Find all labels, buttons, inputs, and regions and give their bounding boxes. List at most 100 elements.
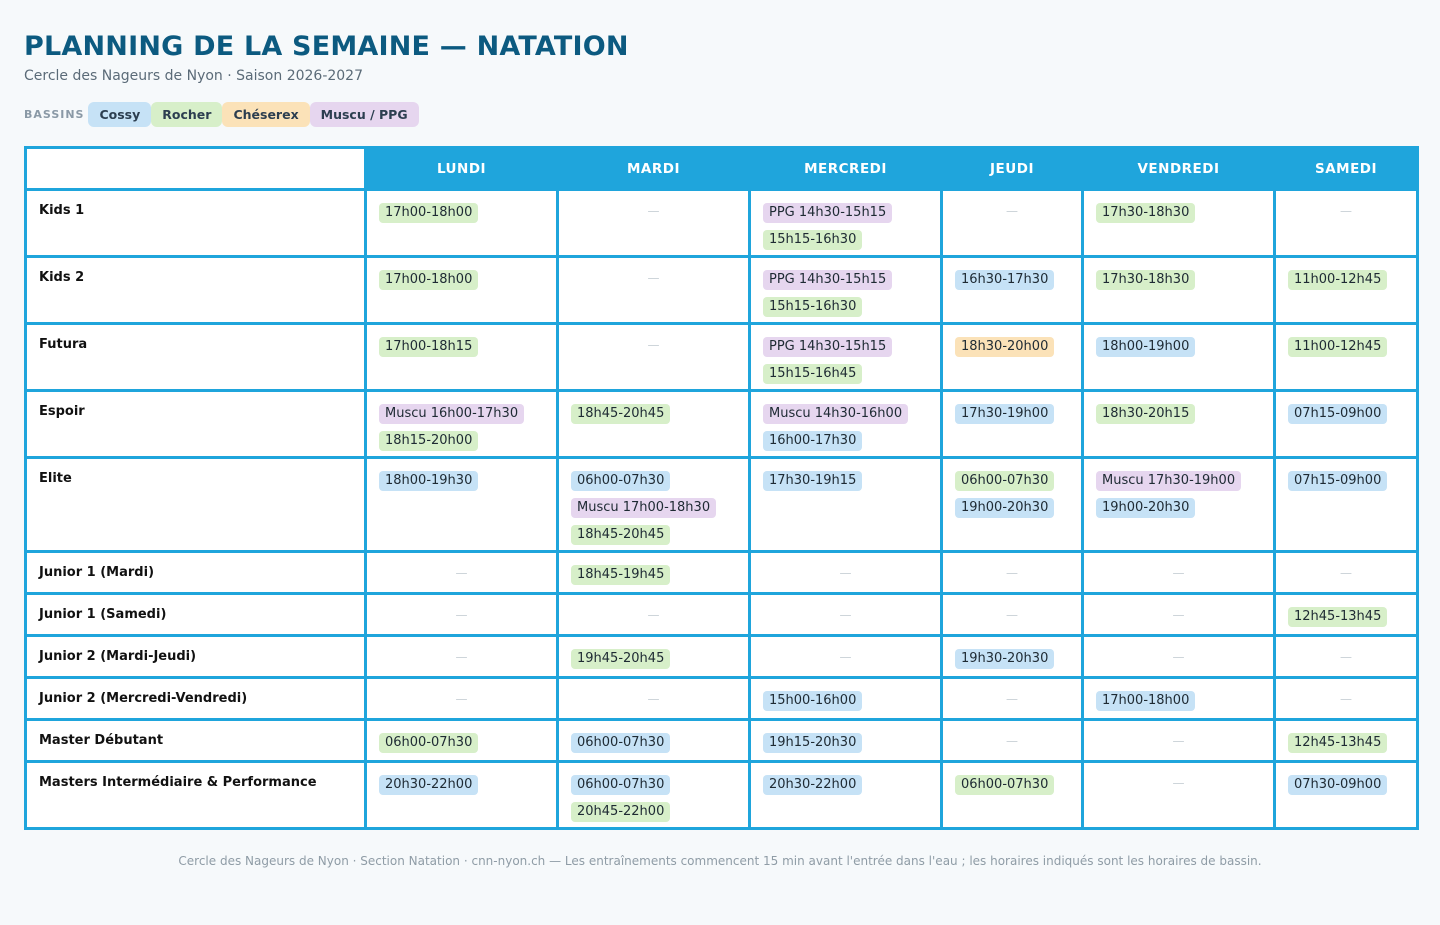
session-slot-muscu: PPG 14h30-15h15 (763, 337, 893, 357)
schedule-cell: Muscu 14h30-16h00 16h00-17h30 (748, 389, 943, 459)
schedule-cell: — (748, 592, 943, 637)
group-row: Elite 18h00-19h30 06h00-07h30 Muscu 17h00-1… (24, 456, 1419, 553)
schedule-cell: 06h00-07h30 (364, 718, 559, 763)
group-name: Espoir (39, 404, 85, 419)
session-slot-rocher: 11h00-12h45 (1288, 270, 1388, 290)
empty-slot: — (1340, 204, 1352, 218)
page-title: PLANNING DE LA SEMAINE — NATATION (24, 31, 629, 62)
group-name: Junior 1 (Mardi) (39, 565, 155, 580)
page-header: PLANNING DE LA SEMAINE — NATATION Cercle… (24, 30, 1416, 127)
schedule-cell: — (1081, 718, 1276, 763)
session-slot-rocher: 18h45-19h45 (571, 565, 671, 585)
schedule-cell: — (364, 592, 559, 637)
session-slot-muscu: Muscu 17h00-18h30 (571, 498, 717, 518)
session-slot-rocher: 15h15-16h30 (763, 230, 863, 250)
empty-slot: — (1340, 692, 1352, 706)
schedule-cell: — (1273, 634, 1419, 679)
group-name-cell: Junior 1 (Samedi) (24, 592, 367, 637)
session-slot-cossy: 20h30-22h00 (379, 775, 479, 795)
session-slot-muscu: PPG 14h30-15h15 (763, 270, 893, 290)
empty-slot: — (1006, 204, 1018, 218)
group-name-cell: Futura (24, 322, 367, 392)
schedule-cell: 15h00-16h00 (748, 676, 943, 721)
empty-slot: — (455, 566, 468, 580)
session-slot-rocher: 17h30-18h30 (1096, 203, 1196, 223)
schedule-cell: 06h00-07h30 Muscu 17h00-18h30 18h45-20h45 (556, 456, 751, 553)
session-slot-cossy: 16h00-17h30 (763, 431, 863, 451)
legend-chip-cheserex: Chéserex (222, 102, 310, 127)
session-slot-cossy: 19h00-20h30 (955, 498, 1055, 518)
schedule-cell: 17h30-19h15 (748, 456, 943, 553)
day-header-samedi: SAMEDI (1273, 146, 1419, 191)
group-row: Junior 2 (Mardi-Jeudi) — 19h45-20h45 — 19h30… (24, 634, 1419, 679)
group-row: Junior 2 (Mercredi-Vendredi) — — 15h00-16h0… (24, 676, 1419, 721)
schedule-cell: 17h00-18h15 (364, 322, 559, 392)
group-name-cell: Elite (24, 456, 367, 553)
session-slot-muscu: Muscu 17h30-19h00 (1096, 471, 1242, 491)
empty-slot: — (647, 692, 660, 706)
schedule-cell: 20h30-22h00 (748, 760, 943, 830)
group-name: Elite (39, 471, 72, 486)
session-slot-cossy: 18h00-19h30 (379, 471, 479, 491)
empty-slot: — (1006, 566, 1018, 580)
session-slot-rocher: 15h15-16h45 (763, 364, 863, 384)
group-name: Kids 2 (39, 270, 85, 285)
empty-slot: — (1172, 776, 1185, 790)
day-header-mercredi: MERCREDI (748, 146, 943, 191)
schedule-cell: 12h45-13h45 (1273, 718, 1419, 763)
session-slot-rocher: 17h00-18h00 (379, 270, 479, 290)
session-slot-rocher: 20h45-22h00 (571, 802, 671, 822)
empty-slot: — (647, 608, 660, 622)
schedule-cell: 18h45-20h45 (556, 389, 751, 459)
group-name: Junior 1 (Samedi) (39, 607, 167, 622)
session-slot-rocher: 11h00-12h45 (1288, 337, 1388, 357)
session-slot-rocher: 17h30-18h30 (1096, 270, 1196, 290)
schedule-cell: 20h30-22h00 (364, 760, 559, 830)
schedule-cell: 18h30-20h15 (1081, 389, 1276, 459)
schedule-cell: — (940, 718, 1084, 763)
session-slot-rocher: 18h15-20h00 (379, 431, 479, 451)
schedule-cell: 18h00-19h00 (1081, 322, 1276, 392)
schedule-cell: — (940, 676, 1084, 721)
schedule-cell: PPG 14h30-15h15 15h15-16h30 (748, 255, 943, 325)
schedule-cell: — (556, 188, 751, 258)
schedule-cell: 17h00-18h00 (364, 188, 559, 258)
session-slot-cossy: 07h30-09h00 (1288, 775, 1388, 795)
schedule-body: Kids 1 17h00-18h00 — PPG 14h30-15h15 15h15-1… (24, 188, 1419, 830)
session-slot-rocher: 15h15-16h30 (763, 297, 863, 317)
schedule-cell: — (1273, 550, 1419, 595)
schedule-cell: — (940, 592, 1084, 637)
group-name-cell: Junior 2 (Mardi-Jeudi) (24, 634, 367, 679)
group-row: Junior 1 (Samedi) — — — — — 12h45-13h45 (24, 592, 1419, 637)
schedule-cell: 06h00-07h30 20h45-22h00 (556, 760, 751, 830)
legend-chip-cossy: Cossy (88, 102, 152, 127)
header-corner (24, 146, 367, 191)
session-slot-rocher: 17h00-18h00 (379, 203, 479, 223)
schedule-cell: — (748, 550, 943, 595)
schedule-cell: 17h30-19h00 (940, 389, 1084, 459)
schedule-cell: 07h30-09h00 (1273, 760, 1419, 830)
schedule-cell: 12h45-13h45 (1273, 592, 1419, 637)
schedule-cell: 17h00-18h00 (1081, 676, 1276, 721)
day-header-lundi: LUNDI (364, 146, 559, 191)
empty-slot: — (455, 650, 468, 664)
session-slot-rocher: 17h00-18h15 (379, 337, 479, 357)
group-name-cell: Kids 1 (24, 188, 367, 258)
group-row: Kids 2 17h00-18h00 — PPG 14h30-15h15 15h15-1… (24, 255, 1419, 325)
empty-slot: — (1006, 608, 1018, 622)
group-name: Junior 2 (Mardi-Jeudi) (39, 649, 197, 664)
empty-slot: — (1172, 734, 1185, 748)
schedule-cell: — (364, 676, 559, 721)
schedule-cell: 06h00-07h30 (940, 760, 1084, 830)
session-slot-rocher: 19h45-20h45 (571, 649, 671, 669)
schedule-cell: 06h00-07h30 (556, 718, 751, 763)
schedule-cell: Muscu 17h30-19h00 19h00-20h30 (1081, 456, 1276, 553)
session-slot-muscu: Muscu 16h00-17h30 (379, 404, 525, 424)
group-name: Master Débutant (39, 733, 164, 748)
session-slot-muscu: Muscu 14h30-16h00 (763, 404, 909, 424)
empty-slot: — (647, 271, 660, 285)
schedule-cell: — (1273, 188, 1419, 258)
schedule-cell: 18h00-19h30 (364, 456, 559, 553)
session-slot-rocher: 12h45-13h45 (1288, 733, 1388, 753)
schedule-cell: — (940, 188, 1084, 258)
